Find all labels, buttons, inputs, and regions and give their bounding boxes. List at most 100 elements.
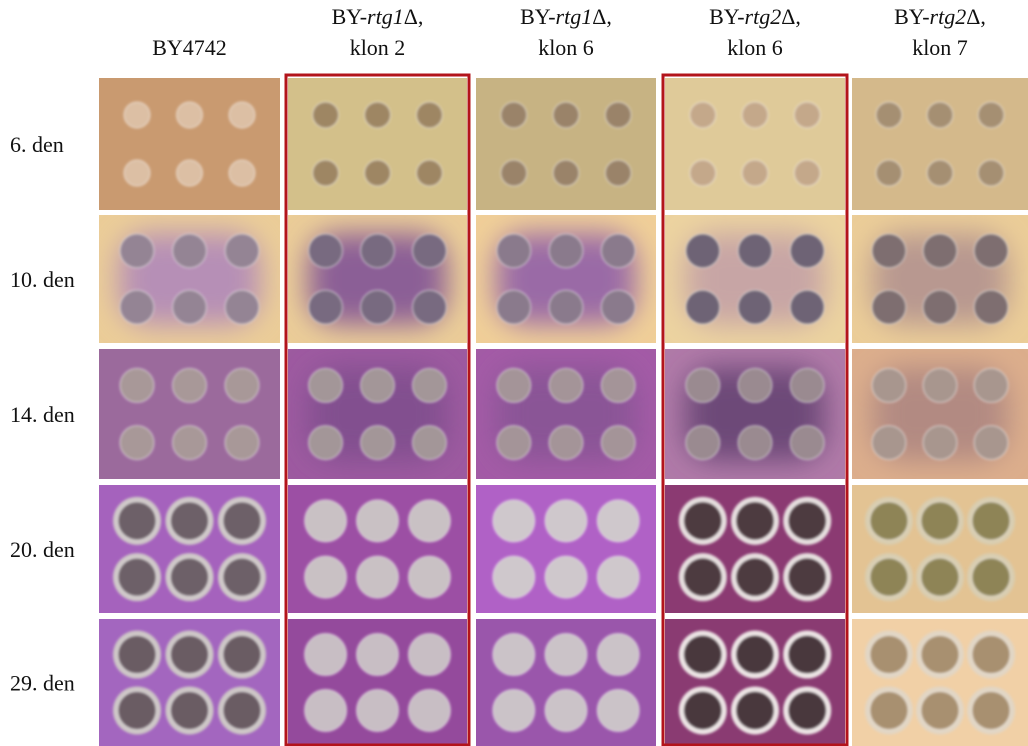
colony xyxy=(790,368,824,402)
colony xyxy=(545,556,587,598)
plate-photo xyxy=(288,349,467,479)
plate-photo xyxy=(99,215,280,343)
colony xyxy=(223,558,261,596)
colony xyxy=(357,556,399,598)
row-label: 10. den xyxy=(10,267,75,292)
colony xyxy=(684,558,722,596)
colony xyxy=(974,368,1008,402)
plate-content xyxy=(665,78,845,210)
colony xyxy=(921,502,959,540)
plate-photo xyxy=(852,215,1028,343)
plate-photo xyxy=(288,78,467,210)
colony xyxy=(972,558,1010,596)
column-header-line2: klon 7 xyxy=(912,35,968,60)
colony xyxy=(365,102,391,128)
plate-photo xyxy=(99,485,280,613)
colony xyxy=(171,558,209,596)
colony xyxy=(118,691,156,729)
plate-background xyxy=(852,78,1028,210)
colony xyxy=(738,234,772,268)
plate-background xyxy=(288,78,467,210)
colony xyxy=(738,368,772,402)
colony xyxy=(309,368,343,402)
plate-content xyxy=(476,485,656,613)
plate-photo xyxy=(288,485,467,613)
colony xyxy=(361,426,395,460)
colony xyxy=(365,160,391,186)
colony xyxy=(605,160,631,186)
colony xyxy=(501,160,527,186)
colony xyxy=(545,634,587,676)
colony xyxy=(788,691,826,729)
plate-content xyxy=(99,485,280,613)
colony xyxy=(313,102,339,128)
plate-photo xyxy=(288,215,467,343)
plate-content xyxy=(288,215,467,343)
colony xyxy=(978,102,1004,128)
colony xyxy=(978,160,1004,186)
colony xyxy=(549,426,583,460)
colony xyxy=(361,290,395,324)
colony xyxy=(870,502,908,540)
colony xyxy=(171,636,209,674)
colony xyxy=(549,290,583,324)
colony xyxy=(974,426,1008,460)
colony xyxy=(408,689,450,731)
plate-content xyxy=(99,349,280,479)
header-prefix: BY- xyxy=(332,4,367,29)
column-header: BY-rtg1Δ, xyxy=(332,4,424,29)
colony xyxy=(118,636,156,674)
colony xyxy=(493,689,535,731)
colony xyxy=(870,636,908,674)
colony xyxy=(872,290,906,324)
plate-photo xyxy=(665,619,845,746)
plate-content xyxy=(288,485,467,613)
colony xyxy=(361,234,395,268)
column-header-line2: klon 6 xyxy=(538,35,594,60)
plate-content xyxy=(852,78,1028,210)
plate-content xyxy=(665,619,845,746)
colony xyxy=(923,234,957,268)
colony xyxy=(601,426,635,460)
colony xyxy=(736,558,774,596)
colony xyxy=(309,426,343,460)
colony xyxy=(794,102,820,128)
colony xyxy=(225,426,259,460)
colony xyxy=(605,102,631,128)
column-header-line2: klon 2 xyxy=(350,35,406,60)
column-header: BY-rtg2Δ, xyxy=(709,4,801,29)
colony xyxy=(686,368,720,402)
colony xyxy=(972,691,1010,729)
plate-content xyxy=(99,78,280,210)
colony xyxy=(497,426,531,460)
colony xyxy=(357,500,399,542)
plate-content xyxy=(665,349,845,479)
header-prefix: BY- xyxy=(894,4,929,29)
colony xyxy=(545,689,587,731)
plate-photo xyxy=(476,619,656,746)
colony xyxy=(597,689,639,731)
plate-background xyxy=(476,78,656,210)
colony xyxy=(972,502,1010,540)
colony xyxy=(872,368,906,402)
colony xyxy=(309,234,343,268)
colony xyxy=(686,234,720,268)
header-suffix: Δ, xyxy=(966,4,986,29)
colony xyxy=(173,234,207,268)
colony xyxy=(357,689,399,731)
colony xyxy=(870,691,908,729)
colony xyxy=(788,502,826,540)
colony xyxy=(223,691,261,729)
plate-photo xyxy=(288,619,467,746)
colony xyxy=(225,368,259,402)
colony xyxy=(223,636,261,674)
colony xyxy=(788,558,826,596)
plate-content xyxy=(852,485,1028,613)
colony xyxy=(229,102,255,128)
colony xyxy=(736,636,774,674)
plate-photo xyxy=(99,619,280,746)
colony xyxy=(553,160,579,186)
column-header: BY4742 xyxy=(152,35,227,60)
header-suffix: Δ, xyxy=(404,4,424,29)
row-label: 29. den xyxy=(10,671,75,696)
